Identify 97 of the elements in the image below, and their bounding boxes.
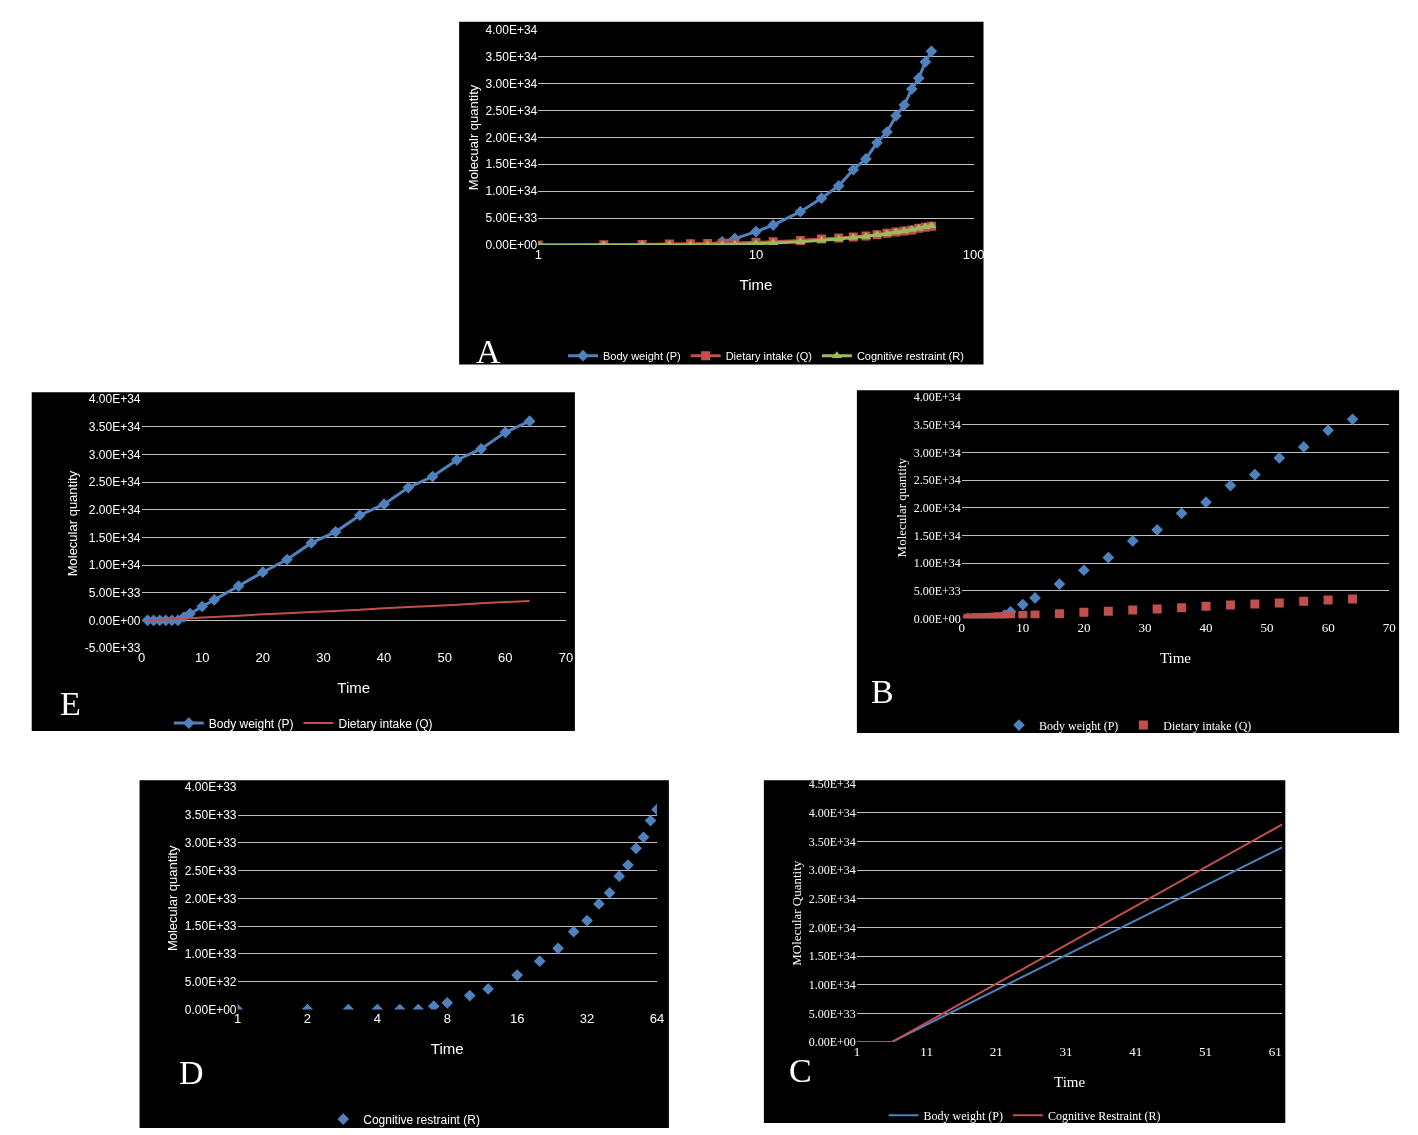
x-tick-label: 70 (1382, 620, 1396, 636)
x-tick-label: 41 (1129, 1044, 1143, 1060)
y-axis-title: Molecular quantity (164, 845, 180, 952)
x-tick-label: 11 (920, 1044, 933, 1060)
y-tick-label: 3.50E+34 (485, 49, 538, 64)
y-tick-label: 1.00E+34 (913, 556, 961, 571)
legend-label: Body weight (P) (208, 716, 294, 731)
text: B (871, 673, 894, 710)
text: D (179, 1054, 204, 1091)
y-tick-label: 5.00E+33 (808, 1006, 856, 1021)
x-tick-label: 31 (1059, 1044, 1073, 1060)
y-tick-label: 5.00E+33 (913, 583, 961, 598)
legend-label: Body weight (P) (603, 349, 681, 362)
y-tick-label: 4.00E+34 (808, 806, 856, 821)
text: A (476, 333, 501, 370)
y-tick-label: 1.50E+34 (88, 530, 141, 545)
y-tick-label: 1.00E+33 (184, 947, 237, 962)
y-tick-label: 2.50E+34 (485, 103, 538, 118)
y-tick-label: 3.00E+34 (913, 445, 961, 460)
legend-label: Body weight (P) (923, 1108, 1003, 1123)
x-tick-label: 21 (989, 1044, 1003, 1060)
y-tick-label: 2.50E+33 (184, 863, 237, 878)
x-tick-label: 64 (649, 1011, 665, 1027)
x-tick-label: 51 (1199, 1044, 1213, 1060)
x-tick-label: 60 (1321, 620, 1335, 636)
y-tick-label: 2.50E+34 (808, 892, 856, 907)
legend-label: Cognitive restraint (R) (856, 349, 964, 362)
y-tick-label: 1.50E+34 (808, 949, 856, 964)
legend-label: Dietary intake (Q) (1163, 718, 1252, 733)
y-tick-label: 1.00E+34 (808, 977, 856, 992)
y-tick-label: 4.00E+34 (88, 392, 141, 407)
y-tick-label: 2.00E+34 (88, 502, 141, 517)
y-tick-label: 5.00E+33 (485, 211, 538, 226)
y-tick-label: 4.00E+34 (913, 390, 961, 405)
y-tick-label: 3.00E+34 (485, 76, 538, 91)
y-tick-label: 3.50E+34 (913, 417, 961, 432)
x-tick-label: 60 (498, 649, 513, 665)
legend-label: Cognitive restraint (R) (363, 1112, 480, 1127)
y-tick-label: 4.50E+34 (808, 777, 856, 792)
x-tick-label: 4 (373, 1011, 381, 1027)
x-tick-label: 50 (437, 649, 452, 665)
y-axis-title: Molecular quantity (64, 470, 80, 577)
y-tick-label: 2.00E+34 (808, 920, 856, 935)
y-axis-title: Molecualr quantity (465, 84, 481, 191)
x-tick-label: 40 (376, 649, 392, 665)
y-tick-label: 4.00E+34 (485, 22, 538, 37)
x-tick-label: 40 (1199, 620, 1213, 636)
x-tick-label: 20 (255, 649, 271, 665)
y-tick-label: 1.50E+34 (913, 528, 961, 543)
legend-label: Body weight (P) (1038, 718, 1119, 733)
y-tick-label: 2.00E+33 (184, 891, 237, 906)
y-tick-label: 0.00E+00 (88, 613, 141, 628)
x-tick-label: 10 (194, 649, 210, 665)
x-axis-title: Time (739, 276, 773, 294)
y-axis-title: Molecular quantity (893, 457, 909, 558)
x-tick-label: 20 (1077, 620, 1091, 636)
y-tick-label: 3.00E+34 (88, 447, 141, 462)
y-tick-label: 1.00E+34 (485, 184, 538, 199)
y-tick-label: 5.00E+32 (184, 974, 237, 989)
legend-label: Cognitive Restraint (R) (1047, 1108, 1161, 1123)
y-tick-label: 2.00E+34 (485, 130, 538, 145)
x-tick-label: 70 (558, 649, 574, 665)
x-axis-title: Time (1054, 1074, 1086, 1091)
y-tick-label: 3.50E+34 (808, 834, 856, 849)
x-axis-title: Time (1159, 650, 1192, 667)
y-tick-label: 1.50E+34 (485, 157, 538, 172)
legend-label: Dietary intake (Q) (338, 716, 433, 731)
x-tick-label: 50 (1260, 620, 1274, 636)
x-tick-label: 100 (962, 247, 985, 263)
x-tick-label: 61 (1268, 1044, 1282, 1060)
x-tick-label: 30 (1138, 620, 1152, 636)
x-tick-label: 30 (316, 649, 331, 665)
text: E (60, 685, 81, 722)
y-tick-label: 0.00E+00 (808, 1035, 856, 1050)
x-tick-label: 10 (1016, 620, 1030, 636)
x-tick-label: 2 (303, 1011, 312, 1027)
legend-label: Dietary intake (Q) (725, 349, 812, 362)
x-tick-label: 16 (509, 1011, 525, 1027)
y-tick-label: 1.00E+34 (88, 558, 141, 573)
y-tick-label: 2.50E+34 (88, 475, 141, 490)
text: C (789, 1052, 812, 1089)
y-tick-label: 3.00E+34 (808, 863, 856, 878)
x-tick-label: 8 (443, 1011, 451, 1027)
y-axis-title: MOlecular Quantity (788, 860, 804, 966)
x-axis-title: Time (337, 679, 371, 696)
y-tick-label: 1.50E+33 (184, 919, 237, 934)
y-tick-label: 5.00E+33 (88, 585, 141, 600)
x-tick-label: 10 (748, 247, 764, 263)
x-axis-title: Time (430, 1040, 464, 1058)
y-tick-label: 2.50E+34 (913, 473, 961, 488)
y-tick-label: 2.00E+34 (913, 500, 961, 515)
y-tick-label: 4.00E+33 (184, 780, 237, 795)
x-tick-label: 32 (579, 1011, 595, 1027)
x-tick-label: 0 (958, 620, 966, 636)
y-tick-label: 3.00E+33 (184, 836, 237, 851)
y-tick-label: 3.50E+33 (184, 808, 237, 823)
y-tick-label: 3.50E+34 (88, 419, 141, 434)
